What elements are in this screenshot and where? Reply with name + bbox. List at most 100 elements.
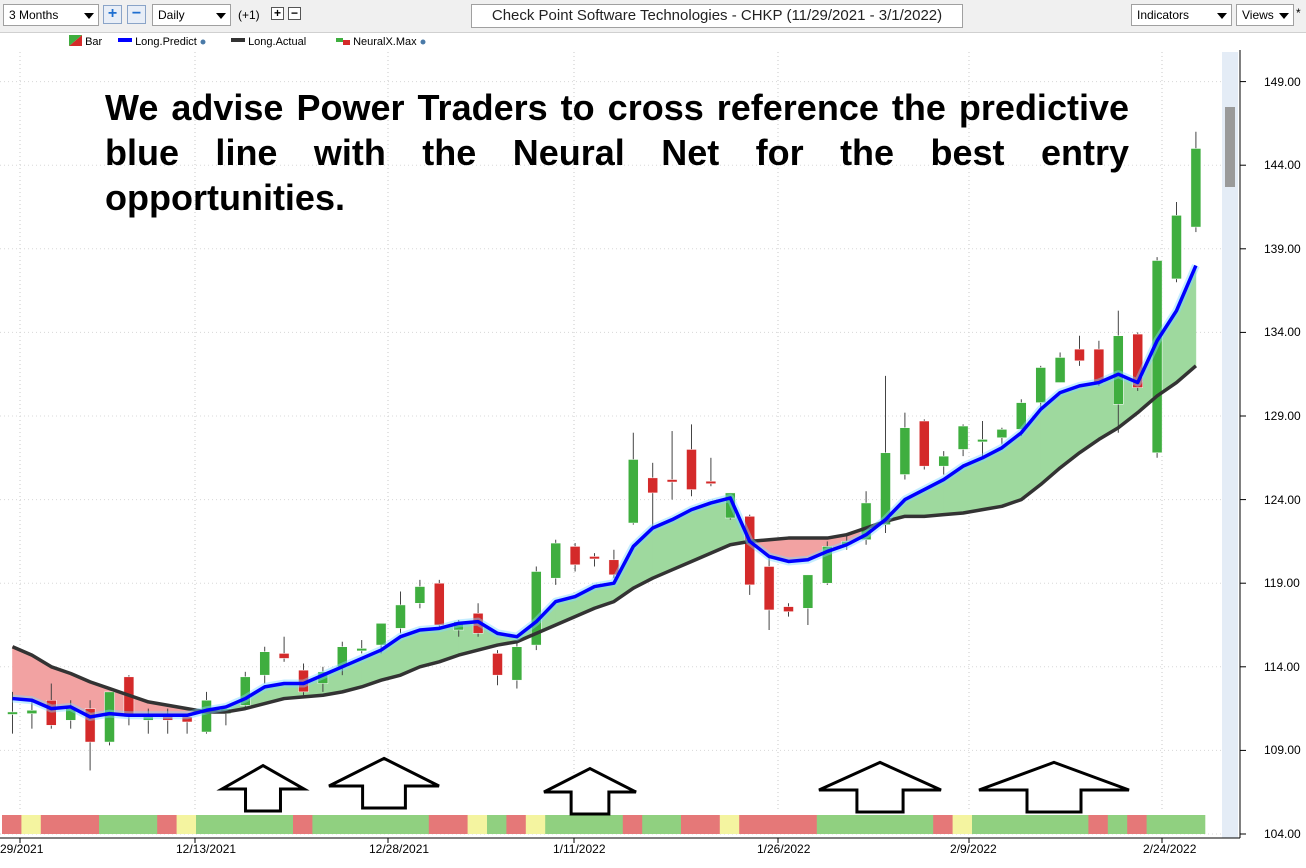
candle xyxy=(414,579,426,609)
candle-body xyxy=(1113,335,1124,405)
candle-body xyxy=(1190,148,1202,228)
neuralx-cell xyxy=(79,815,100,834)
neuralx-cell xyxy=(584,815,604,834)
legend-long-actual[interactable]: Long.Actual xyxy=(231,35,306,49)
candle xyxy=(84,700,96,771)
legend-bar[interactable]: Bar xyxy=(69,35,102,49)
neuralx-legend-icon xyxy=(336,38,350,45)
neuralx-cell xyxy=(215,815,236,834)
neuralx-cell xyxy=(60,815,81,834)
candle xyxy=(1074,335,1085,366)
neuralx-cell xyxy=(1166,815,1186,834)
candle xyxy=(531,566,542,651)
neuralx-cell xyxy=(661,815,682,834)
candle-body xyxy=(880,452,891,525)
candle-body xyxy=(1016,402,1027,430)
candle xyxy=(822,541,833,585)
neuralx-cell xyxy=(467,815,488,834)
neuralx-cell xyxy=(972,815,992,834)
neuralx-cell xyxy=(273,815,294,834)
neuralx-cell xyxy=(1049,815,1070,834)
neuralx-cell xyxy=(642,815,663,834)
candle-body xyxy=(492,653,503,676)
offset-minus-button[interactable]: − xyxy=(288,7,301,20)
candle-body xyxy=(511,646,523,681)
legend-label: Long.Predict xyxy=(135,36,197,48)
neuralx-cell xyxy=(2,815,22,834)
neuralx-cell xyxy=(137,815,158,834)
candle xyxy=(899,412,911,480)
candle xyxy=(1171,201,1182,283)
neuralx-cell xyxy=(21,815,42,834)
line-legend-icon xyxy=(231,38,245,42)
period-dropdown[interactable]: 3 Months xyxy=(3,4,99,26)
legend-label: Bar xyxy=(85,36,103,48)
neuralx-cell xyxy=(952,815,973,834)
neuralx-cell xyxy=(1146,815,1167,834)
offset-plus-button[interactable]: + xyxy=(271,7,284,20)
candle xyxy=(259,646,270,684)
up-arrow-icon xyxy=(818,760,942,814)
x-tick-label: 1/26/2022 xyxy=(757,842,811,856)
candle xyxy=(996,427,1008,445)
candle-body xyxy=(240,676,251,706)
neuralx-cell xyxy=(816,815,837,834)
candle xyxy=(977,421,988,457)
y-tick-label: 119.00 xyxy=(1264,576,1300,591)
candle-body xyxy=(550,542,561,579)
candle-body xyxy=(356,648,367,652)
legend-neuralx-max[interactable]: NeuralX.Max xyxy=(336,35,426,49)
y-tick-label: 129.00 xyxy=(1264,409,1301,423)
candle-body xyxy=(1035,367,1046,403)
neuralx-cell xyxy=(855,815,876,834)
candle xyxy=(938,451,949,475)
y-tick-label: 104.00 xyxy=(1264,827,1301,841)
interval-dropdown[interactable]: Daily xyxy=(152,4,231,26)
neuralx-cell xyxy=(933,815,954,834)
indicators-dropdown[interactable]: Indicators xyxy=(1131,4,1232,26)
x-tick-label: 12/28/2021 xyxy=(369,842,430,856)
candle-body xyxy=(259,651,270,676)
y-tick-label: 139.00 xyxy=(1264,241,1301,256)
neuralx-cell xyxy=(118,815,139,834)
price-chart[interactable] xyxy=(0,50,1240,838)
candle-body xyxy=(802,574,814,609)
zoom-in-button[interactable]: + xyxy=(103,5,122,24)
neuralx-cell xyxy=(603,815,624,834)
neuralx-cell xyxy=(894,815,915,834)
neuralx-cell xyxy=(836,815,857,834)
candle xyxy=(647,462,658,529)
legend-long-predict[interactable]: Long.Predict xyxy=(118,35,206,49)
candle xyxy=(628,432,639,525)
candle-body xyxy=(783,606,794,612)
y-tick-label: 114.00 xyxy=(1264,659,1300,674)
candle-body xyxy=(608,559,620,576)
neuralx-cell xyxy=(913,815,934,834)
candle-body xyxy=(1054,357,1066,383)
candle xyxy=(763,558,775,631)
neuralx-cell xyxy=(739,815,760,834)
neuralx-cell xyxy=(525,815,546,834)
zoom-out-button[interactable]: − xyxy=(127,5,146,24)
info-dot-icon xyxy=(200,39,206,45)
neuralx-cell xyxy=(390,815,410,834)
candle-body xyxy=(744,516,755,586)
candle-body xyxy=(278,653,290,659)
chart-title: Check Point Software Technologies - CHKP… xyxy=(471,4,963,28)
candle-body xyxy=(822,546,833,584)
candle-body xyxy=(647,477,658,494)
candle xyxy=(744,514,755,595)
candle-body xyxy=(26,710,38,714)
views-dropdown[interactable]: Views xyxy=(1236,4,1294,26)
candle xyxy=(1035,365,1046,408)
candle-body xyxy=(763,566,775,611)
neuralx-cell xyxy=(506,815,527,834)
y-tick-label: 124.00 xyxy=(1264,492,1301,507)
x-tick-label: 12/13/2021 xyxy=(176,842,237,856)
candle xyxy=(802,574,814,625)
neuralx-cell xyxy=(1107,815,1128,834)
x-tick-label: 1/11/2022 xyxy=(553,842,606,856)
neuralx-cell xyxy=(622,815,643,834)
neuralx-cell xyxy=(719,815,740,834)
